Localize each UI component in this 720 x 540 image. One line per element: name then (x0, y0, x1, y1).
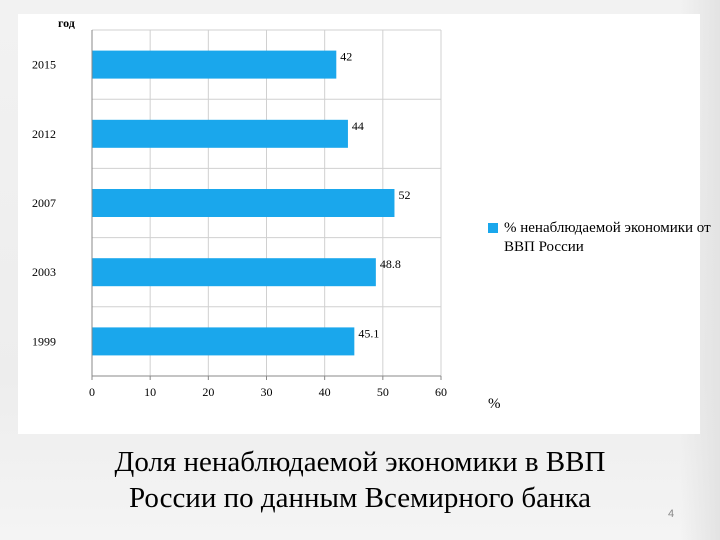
bar (92, 119, 348, 148)
bar-value-label: 42 (340, 50, 352, 64)
y-tick-label: 1999 (32, 334, 56, 348)
bar (92, 327, 355, 356)
y-tick-label: 2015 (32, 58, 56, 72)
slide-title: Доля ненаблюдаемой экономики в ВВП Росси… (60, 444, 660, 516)
bars (92, 50, 395, 356)
slide-title-line-2: России по данным Всемирного банка (128, 482, 592, 514)
bar-value-label: 44 (352, 119, 364, 133)
x-tick-label: 60 (435, 385, 447, 399)
y-tick-label: 2007 (32, 196, 56, 210)
x-tick-label: 40 (319, 385, 331, 399)
chart-legend: % ненаблюдаемой экономики от ВВП России (488, 219, 718, 257)
x-tick-label: 50 (377, 385, 389, 399)
x-tick-label: 10 (144, 385, 156, 399)
bar (92, 258, 376, 287)
slide-title-line-1: Доля ненаблюдаемой экономики в ВВП (114, 446, 606, 478)
bar (92, 50, 337, 79)
page-number: 4 (668, 508, 675, 520)
bar (92, 189, 395, 217)
bar-value-label: 48.8 (380, 257, 401, 271)
legend-label: % ненаблюдаемой экономики от ВВП России (504, 220, 711, 255)
bar-value-label: 45.1 (358, 326, 379, 340)
chart-panel: 42 44 52 48.8 45.1 0 10 20 30 40 50 60 2015 2012 2007… (18, 14, 711, 434)
data-labels: 42 44 52 48.8 45.1 (340, 50, 410, 341)
x-axis-title: % (488, 396, 501, 412)
axes: 0 10 20 30 40 50 60 2015 2012 2007 2003 1999 (32, 30, 447, 399)
y-tick-label: 2003 (32, 265, 56, 279)
x-tick-label: 0 (89, 385, 95, 399)
y-axis-title: год (58, 16, 75, 30)
x-tick-label: 30 (261, 385, 273, 399)
legend-swatch (488, 223, 498, 233)
bar-value-label: 52 (398, 188, 410, 202)
bar-chart: 42 44 52 48.8 45.1 0 10 20 30 40 50 60 2015 2012 2007… (32, 16, 447, 399)
x-tick-label: 20 (202, 385, 214, 399)
y-tick-label: 2012 (32, 127, 56, 141)
